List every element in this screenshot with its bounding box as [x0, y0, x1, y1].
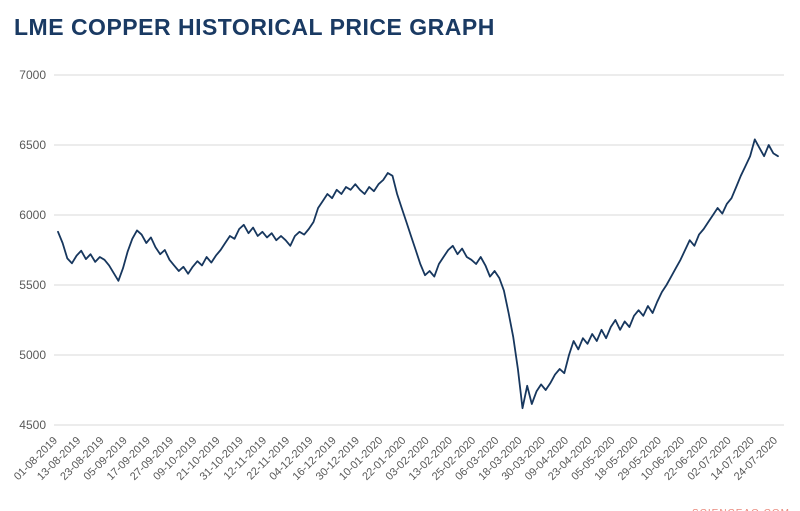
y-axis-label: 5500	[19, 278, 46, 292]
price-line	[57, 138, 779, 410]
y-axis-label: 6000	[19, 208, 46, 222]
y-axis-label: 6500	[19, 138, 46, 152]
chart-title: LME COPPER HISTORICAL PRICE GRAPH	[14, 14, 495, 40]
y-axis-label: 7000	[19, 68, 46, 82]
y-axis-label: 4500	[19, 418, 46, 432]
price-chart-svg: 45005000550060006500700001-08-201913-08-…	[12, 68, 784, 483]
watermark: SCIENCEAQ.COM	[692, 508, 790, 511]
chart-page: LME COPPER HISTORICAL PRICE GRAPH 4500 50…	[0, 14, 800, 511]
y-axis-label: 5000	[19, 348, 46, 362]
